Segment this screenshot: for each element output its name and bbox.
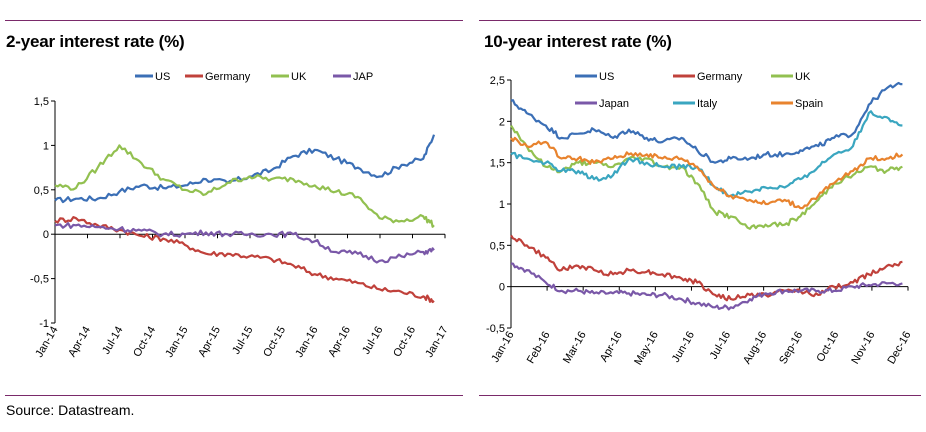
- y-tick-label: 0,5: [490, 240, 505, 252]
- x-tick-label: May-16: [632, 330, 661, 368]
- legend-label-germany: Germany: [205, 71, 251, 83]
- series-line-germany: [510, 234, 903, 302]
- y-tick-label: -0,5: [30, 274, 49, 286]
- bottom-rule-left: [5, 395, 463, 396]
- legend-label-italy: Italy: [697, 98, 718, 110]
- y-tick-label: 2,5: [490, 75, 505, 87]
- left-chart-title: 2-year interest rate (%): [6, 32, 185, 51]
- legend-label-uk: UK: [291, 71, 307, 83]
- y-tick-label: -0,5: [486, 323, 505, 335]
- series-line-spain: [510, 136, 904, 210]
- series-line-us: [510, 81, 903, 164]
- source-note: Source: Datastream.: [6, 402, 135, 418]
- x-tick-label: Mar-16: [561, 330, 589, 366]
- series-line-uk: [54, 144, 435, 228]
- y-tick-label: 0: [499, 282, 505, 294]
- top-rule-left: [5, 20, 463, 21]
- x-tick-label: Sep-16: [777, 330, 805, 367]
- legend-label-us: US: [155, 71, 170, 83]
- x-tick-label: Nov-16: [849, 330, 877, 367]
- y-tick-label: -1: [39, 318, 49, 330]
- x-tick-label: Apr-16: [598, 330, 625, 365]
- legend-label-germany: Germany: [697, 71, 743, 83]
- x-tick-label: Dec-16: [885, 330, 913, 367]
- x-tick-label: Jul-16: [708, 330, 733, 362]
- series-line-japan: [510, 262, 903, 311]
- y-tick-label: 1,5: [34, 96, 49, 108]
- y-tick-label: 0,5: [34, 185, 49, 197]
- series-line-jap: [54, 222, 435, 264]
- top-rule-right: [479, 20, 921, 21]
- y-tick-label: 1,5: [490, 158, 505, 170]
- y-tick-label: 0: [43, 229, 49, 241]
- x-tick-label: Oct-16: [815, 330, 842, 365]
- x-tick-label: Jun-16: [670, 330, 697, 365]
- x-tick-label: Feb-16: [525, 330, 553, 366]
- y-tick-label: 2: [499, 116, 505, 128]
- x-tick-label: Aug-16: [741, 330, 769, 367]
- bottom-rule-right: [479, 395, 921, 396]
- right-chart-title: 10-year interest rate (%): [484, 32, 672, 51]
- legend-label-jap: JAP: [353, 71, 373, 83]
- y-tick-label: 1: [499, 199, 505, 211]
- legend-label-uk: UK: [795, 71, 811, 83]
- legend-label-japan: Japan: [599, 98, 629, 110]
- y-tick-label: 1: [43, 140, 49, 152]
- legend-label-us: US: [599, 71, 614, 83]
- series-line-uk: [510, 124, 903, 230]
- legend-label-spain: Spain: [795, 98, 823, 110]
